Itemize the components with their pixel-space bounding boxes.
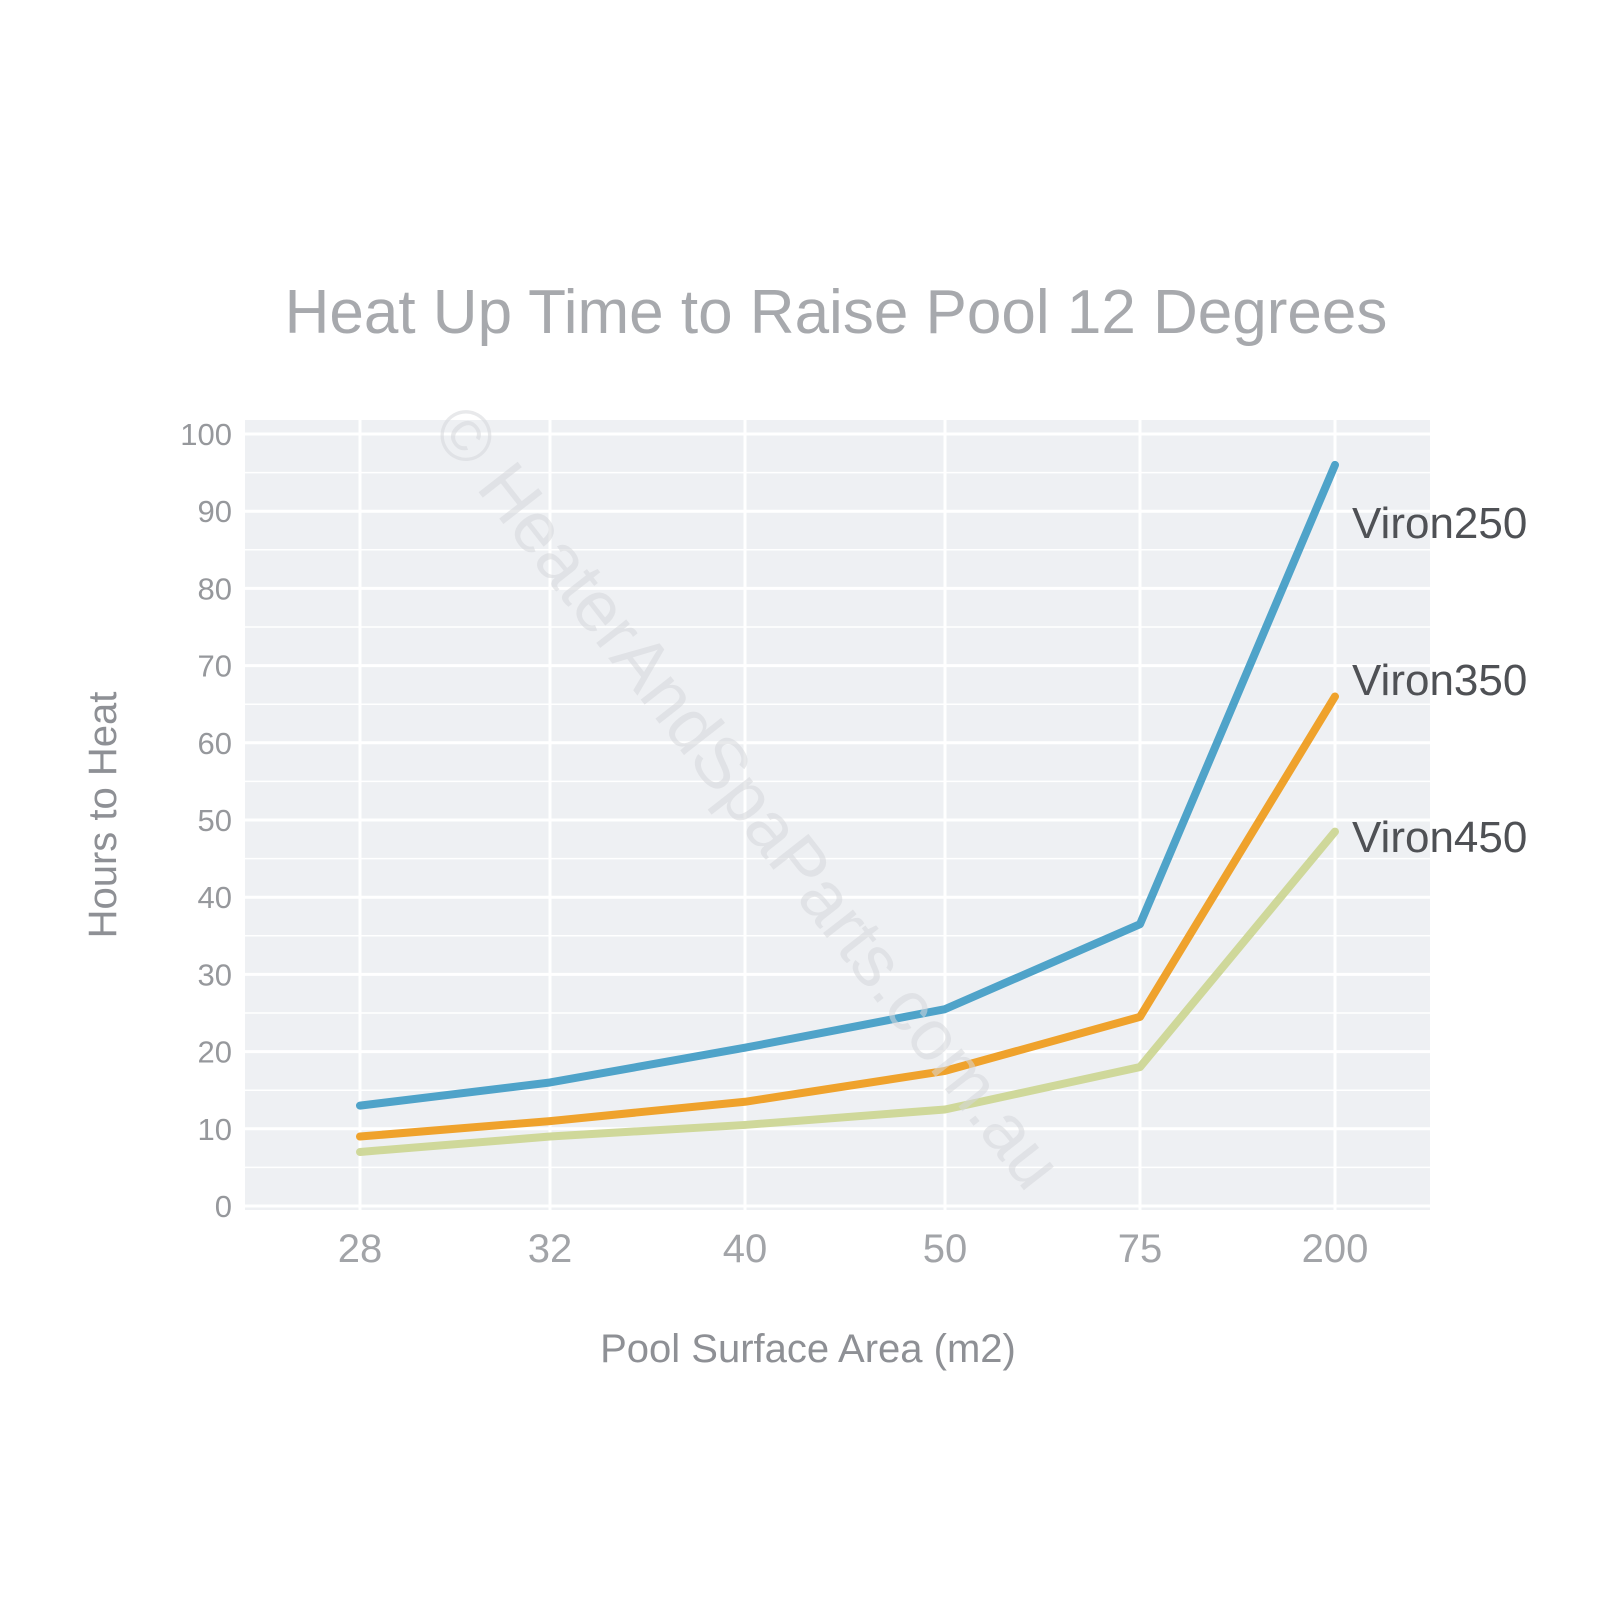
y-tick-label: 0: [215, 1189, 232, 1224]
y-axis-ticks: 0 10 20 30 40 50 60 70 80 90 100: [180, 417, 232, 1224]
y-tick-label: 100: [180, 417, 232, 452]
x-tick-label: 28: [338, 1227, 383, 1271]
x-tick-label: 40: [723, 1227, 768, 1271]
y-tick-label: 60: [198, 726, 232, 761]
x-axis-ticks: 28 32 40 50 75 200: [338, 1227, 1369, 1271]
plot-background: [245, 420, 1430, 1210]
x-tick-label: 75: [1118, 1227, 1163, 1271]
series-line-viron350: [356, 692, 1339, 1141]
y-tick-label: 10: [198, 1112, 232, 1147]
x-tick-label: 200: [1302, 1227, 1369, 1271]
x-axis-title: Pool Surface Area (m2): [600, 1327, 1016, 1371]
y-axis-title: Hours to Heat: [81, 692, 125, 939]
series-line-viron250: [356, 460, 1339, 1110]
y-tick-label: 80: [198, 571, 232, 606]
series-label-viron350: Viron350: [1352, 656, 1527, 705]
y-tick-label: 50: [198, 803, 232, 838]
series-labels: Viron250 Viron350 Viron450: [1352, 499, 1527, 862]
series-lines: [356, 460, 1339, 1156]
series-label-viron450: Viron450: [1352, 813, 1527, 862]
y-tick-label: 30: [198, 957, 232, 992]
y-tick-label: 90: [198, 494, 232, 529]
series-label-viron250: Viron250: [1352, 499, 1527, 548]
series-line-viron450: [356, 827, 1339, 1156]
y-tick-label: 20: [198, 1035, 232, 1070]
x-tick-label: 50: [923, 1227, 968, 1271]
x-tick-label: 32: [528, 1227, 573, 1271]
chart-title: Heat Up Time to Raise Pool 12 Degrees: [285, 278, 1388, 347]
y-tick-label: 40: [198, 880, 232, 915]
y-tick-label: 70: [198, 649, 232, 684]
